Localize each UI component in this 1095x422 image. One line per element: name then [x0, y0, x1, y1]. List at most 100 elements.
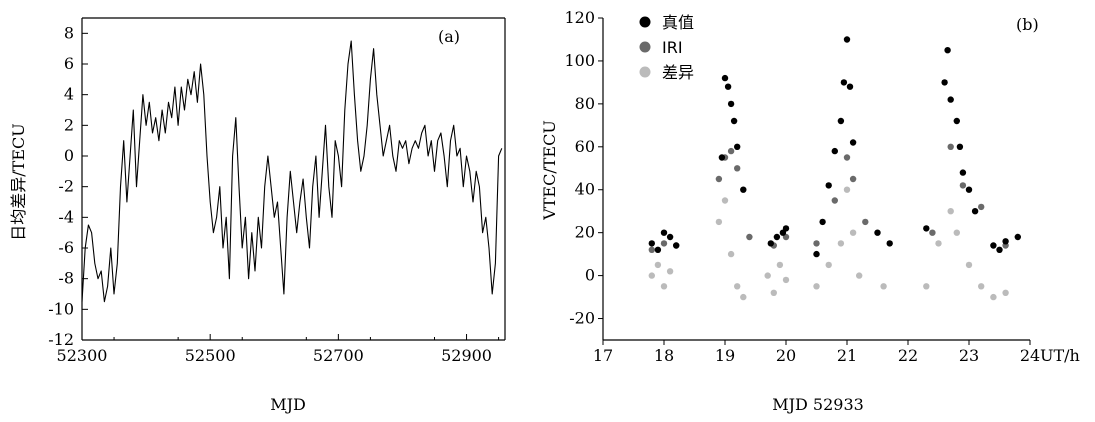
panel-b-point [935, 240, 942, 247]
panel-b-point [746, 233, 753, 241]
panel-a-y-tick-label: -12 [48, 330, 74, 349]
panel-b-point [831, 147, 838, 155]
panel-a-y-axis-label: 日均差异/TECU [9, 123, 28, 240]
legend-label: IRI [662, 38, 683, 57]
panel-a-y-tick-label: -8 [58, 269, 74, 288]
panel-a-series-line [81, 40, 503, 303]
panel-b-point [956, 143, 964, 150]
panel-b-point [666, 268, 674, 275]
panel-b-point [782, 276, 790, 284]
legend-marker [639, 41, 651, 53]
panel-a-y-ticks: -12 -10 -8 -6 -4 -2 0 2 4 6 8 [48, 23, 88, 349]
panel-b-point [846, 83, 854, 90]
panel-b-point [886, 240, 893, 247]
panel-b-point [764, 272, 771, 279]
panel-b-point [734, 283, 741, 290]
panel-b-y-ticks: -20 0 20 40 60 80 100 120 [564, 8, 603, 328]
panel-b-series [648, 36, 1021, 301]
panel-b-point [654, 246, 662, 253]
panel-b-point [965, 186, 973, 193]
panel-b-point [648, 272, 655, 279]
panel-b-point [837, 117, 845, 125]
panel-b-point [856, 272, 863, 279]
panel-b-point [734, 165, 741, 172]
panel-b-point [660, 229, 668, 236]
panel-b-label: (b) [1016, 15, 1039, 34]
panel-b-point [1014, 233, 1021, 241]
legend-marker [639, 66, 651, 78]
panel-a-x-tick-label: 52900 [441, 346, 492, 365]
panel-b-point [730, 117, 738, 125]
panel-b-point [740, 293, 747, 301]
panel-a-y-tick-label: 2 [64, 115, 74, 134]
panel-b-point [953, 229, 960, 236]
panel-a-label: (a) [438, 27, 460, 46]
panel-b-x-ticks: 17 18 19 20 21 22 23 24 [593, 340, 1040, 365]
panel-b-y-axis-label: VTEC/TECU [540, 120, 559, 221]
panel-a-y-tick-label: -10 [48, 299, 74, 318]
panel-a-y-tick-label: -2 [58, 177, 74, 196]
panel-b-y-tick-label: 60 [575, 137, 595, 156]
panel-b-point [923, 225, 930, 232]
panel-b-y-tick-label: 40 [575, 180, 595, 199]
panel-a: 52300 52500 52700 52900 -12 -10 -8 -6 -4 -2 0 2 4 6 8… [9, 17, 506, 414]
panel-b-point [959, 169, 967, 176]
panel-b-point [978, 283, 985, 290]
panel-b-x-tick-label: 18 [654, 346, 674, 365]
panel-b-x-unit: UT/h [1040, 346, 1080, 365]
panel-a-x-tick-label: 52300 [57, 346, 108, 365]
panel-a-y-tick-label: 0 [64, 146, 74, 165]
panel-b: 17 18 19 20 21 22 23 24 -20 0 20 40 60 80 100 120 真值 IR… [540, 8, 1080, 414]
panel-b-point [944, 47, 951, 54]
panel-a-x-tick-label: 52700 [313, 346, 364, 365]
panel-a-y-tick-label: 6 [64, 54, 74, 73]
panel-b-x-tick-label: 23 [959, 346, 979, 365]
panel-b-point [990, 242, 997, 249]
panel-b-point [929, 229, 936, 236]
panel-b-y-tick-label: 0 [585, 266, 595, 285]
panel-b-point [648, 240, 655, 247]
panel-b-point [947, 208, 954, 215]
panel-b-point [740, 186, 747, 193]
panel-b-y-tick-label: 20 [575, 223, 595, 242]
panel-a-x-axis-label: MJD [270, 395, 306, 414]
panel-b-point [776, 261, 784, 269]
panel-b-point [953, 117, 960, 125]
panel-b-point [978, 203, 985, 211]
panel-b-x-axis-label: MJD 52933 [772, 395, 864, 414]
panel-b-point [724, 83, 732, 90]
panel-b-x-tick-label: 19 [715, 346, 735, 365]
panel-a-y-tick-label: -6 [58, 238, 74, 257]
panel-b-point [721, 197, 729, 204]
panel-b-point [825, 182, 832, 189]
panel-b-y-tick-label: 100 [564, 51, 595, 70]
panel-b-point [813, 250, 820, 258]
panel-b-x-tick-label: 20 [776, 346, 796, 365]
panel-b-point [837, 240, 845, 247]
panel-b-point [718, 154, 726, 161]
panel-b-point [1002, 238, 1009, 245]
panel-a-series [81, 40, 503, 303]
panel-b-point [770, 289, 777, 296]
panel-b-point [990, 293, 997, 301]
panel-a-x-ticks: 52300 52500 52700 52900 [57, 334, 500, 365]
panel-b-point [782, 225, 790, 232]
panel-b-series-1 [648, 143, 1009, 253]
panel-b-y-tick-label: -20 [569, 309, 595, 328]
panel-b-point [825, 261, 832, 269]
panel-b-point [840, 79, 848, 86]
panel-b-point [773, 233, 781, 241]
panel-b-series-2 [648, 186, 1009, 301]
panel-b-x-tick-label: 21 [837, 346, 857, 365]
legend-label: 差异 [662, 63, 694, 82]
panel-b-point [874, 229, 881, 236]
panel-b-point [843, 186, 851, 193]
panel-b-y-tick-label: 80 [575, 94, 595, 113]
panel-b-point [947, 96, 954, 103]
panel-b-point [654, 261, 662, 269]
panel-b-point [959, 182, 967, 189]
panel-b-point [666, 233, 674, 241]
panel-a-y-tick-label: 4 [64, 85, 74, 104]
panel-b-point [843, 154, 851, 161]
